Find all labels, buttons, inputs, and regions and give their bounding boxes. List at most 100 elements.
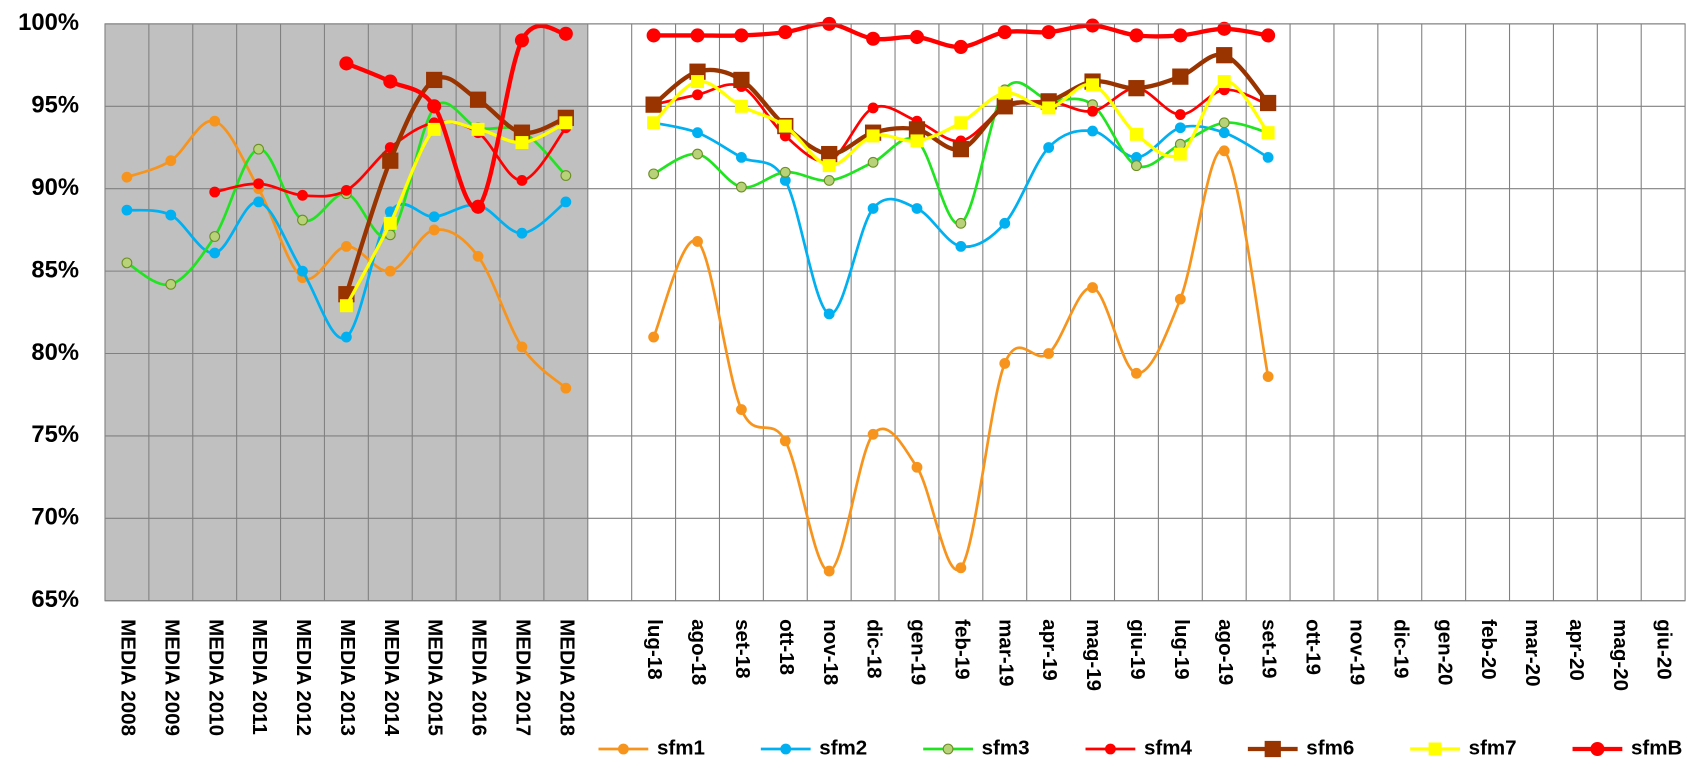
- legend-marker: [617, 743, 629, 755]
- data-point: [427, 99, 442, 114]
- x-tick-label: mar-20: [1521, 619, 1544, 686]
- x-tick-label: MEDIA 2013: [336, 619, 359, 736]
- shaded-region: [104, 23, 588, 601]
- x-tick-label: feb-19: [950, 619, 973, 680]
- x-tick-label: nov-19: [1345, 619, 1368, 685]
- data-point: [867, 428, 879, 440]
- data-point: [1041, 25, 1056, 40]
- data-point: [1174, 122, 1186, 134]
- data-point: [690, 28, 705, 43]
- data-point: [998, 86, 1012, 100]
- data-point: [558, 26, 573, 41]
- data-point: [955, 562, 967, 574]
- data-point: [647, 116, 661, 130]
- x-tick-label: dic-18: [863, 619, 886, 678]
- data-point: [691, 75, 705, 89]
- data-point: [779, 435, 791, 447]
- y-tick-label: 100%: [18, 9, 79, 36]
- legend-label: sfm7: [1469, 736, 1517, 759]
- data-point: [428, 211, 440, 223]
- data-point: [999, 357, 1011, 369]
- data-point: [165, 278, 177, 290]
- data-point: [779, 166, 791, 178]
- x-tick-label: giu-19: [1126, 619, 1149, 680]
- data-point: [1042, 101, 1056, 115]
- data-point: [253, 196, 265, 208]
- plot-frame: [104, 23, 1686, 602]
- data-point: [383, 216, 397, 230]
- y-tick-label: 85%: [31, 256, 79, 283]
- x-tick-label: MEDIA 2014: [380, 619, 403, 736]
- x-tick-label: mag-20: [1609, 619, 1632, 691]
- x-tick-label: MEDIA 2015: [424, 619, 447, 736]
- data-point: [165, 155, 177, 167]
- x-tick-label: gen-20: [1433, 619, 1456, 685]
- data-point: [736, 404, 747, 415]
- legend-label: sfm3: [982, 736, 1030, 759]
- data-point: [1218, 145, 1230, 157]
- data-point: [121, 171, 133, 183]
- data-point: [383, 74, 398, 89]
- data-point: [121, 257, 133, 269]
- x-tick-label: dic-19: [1389, 619, 1412, 678]
- legend-label: sfm4: [1144, 736, 1193, 759]
- data-point: [955, 217, 967, 229]
- data-point: [1085, 18, 1100, 33]
- data-point: [514, 33, 529, 48]
- legend-marker: [1428, 742, 1442, 756]
- data-point: [1043, 348, 1055, 359]
- data-point: [1260, 94, 1277, 112]
- x-tick-label: lug-19: [1170, 619, 1193, 680]
- x-tick-label: MEDIA 2016: [468, 619, 491, 736]
- data-point: [560, 196, 572, 208]
- data-point: [253, 143, 265, 155]
- data-point: [297, 189, 308, 201]
- data-point: [1043, 142, 1055, 153]
- data-point: [1172, 68, 1189, 85]
- x-tick-label: mar-19: [994, 619, 1017, 686]
- data-point: [734, 99, 748, 113]
- x-tick-label: MEDIA 2011: [248, 619, 271, 735]
- data-point: [645, 96, 662, 113]
- data-point: [1173, 28, 1188, 43]
- legend-label: sfm1: [657, 736, 705, 759]
- data-point: [209, 115, 221, 127]
- data-point: [909, 30, 925, 45]
- y-tick-label: 80%: [31, 339, 79, 366]
- data-point: [339, 56, 354, 71]
- data-point: [999, 217, 1011, 229]
- data-point: [910, 134, 924, 148]
- x-tick-label: mag-19: [1082, 619, 1105, 691]
- data-point: [911, 203, 923, 214]
- data-point: [1173, 147, 1187, 161]
- data-point: [515, 136, 529, 150]
- legend-marker: [1264, 740, 1281, 758]
- data-point: [953, 39, 968, 55]
- data-point: [253, 178, 265, 190]
- x-tick-label: giu-20: [1653, 619, 1676, 680]
- data-point: [997, 25, 1012, 40]
- data-point: [1217, 75, 1231, 89]
- data-point: [867, 203, 879, 214]
- data-point: [1216, 47, 1233, 64]
- x-tick-label: ago-18: [687, 619, 710, 685]
- data-point: [165, 209, 177, 221]
- x-tick-label: MEDIA 2010: [204, 619, 227, 736]
- data-point: [516, 227, 528, 239]
- data-point: [952, 141, 969, 158]
- data-point: [733, 71, 750, 89]
- data-point: [1174, 293, 1186, 305]
- data-point: [692, 127, 703, 139]
- y-tick-label: 70%: [31, 504, 79, 531]
- x-tick-label: lug-18: [643, 619, 666, 680]
- data-point: [471, 122, 485, 136]
- x-tick-label: nov-18: [819, 619, 842, 685]
- y-tick-label: 90%: [31, 174, 79, 201]
- data-point: [1086, 78, 1100, 92]
- y-tick-label: 95%: [31, 92, 79, 119]
- data-point: [339, 299, 353, 313]
- legend-label: sfm2: [819, 736, 867, 759]
- data-point: [209, 186, 221, 198]
- data-point: [954, 116, 968, 130]
